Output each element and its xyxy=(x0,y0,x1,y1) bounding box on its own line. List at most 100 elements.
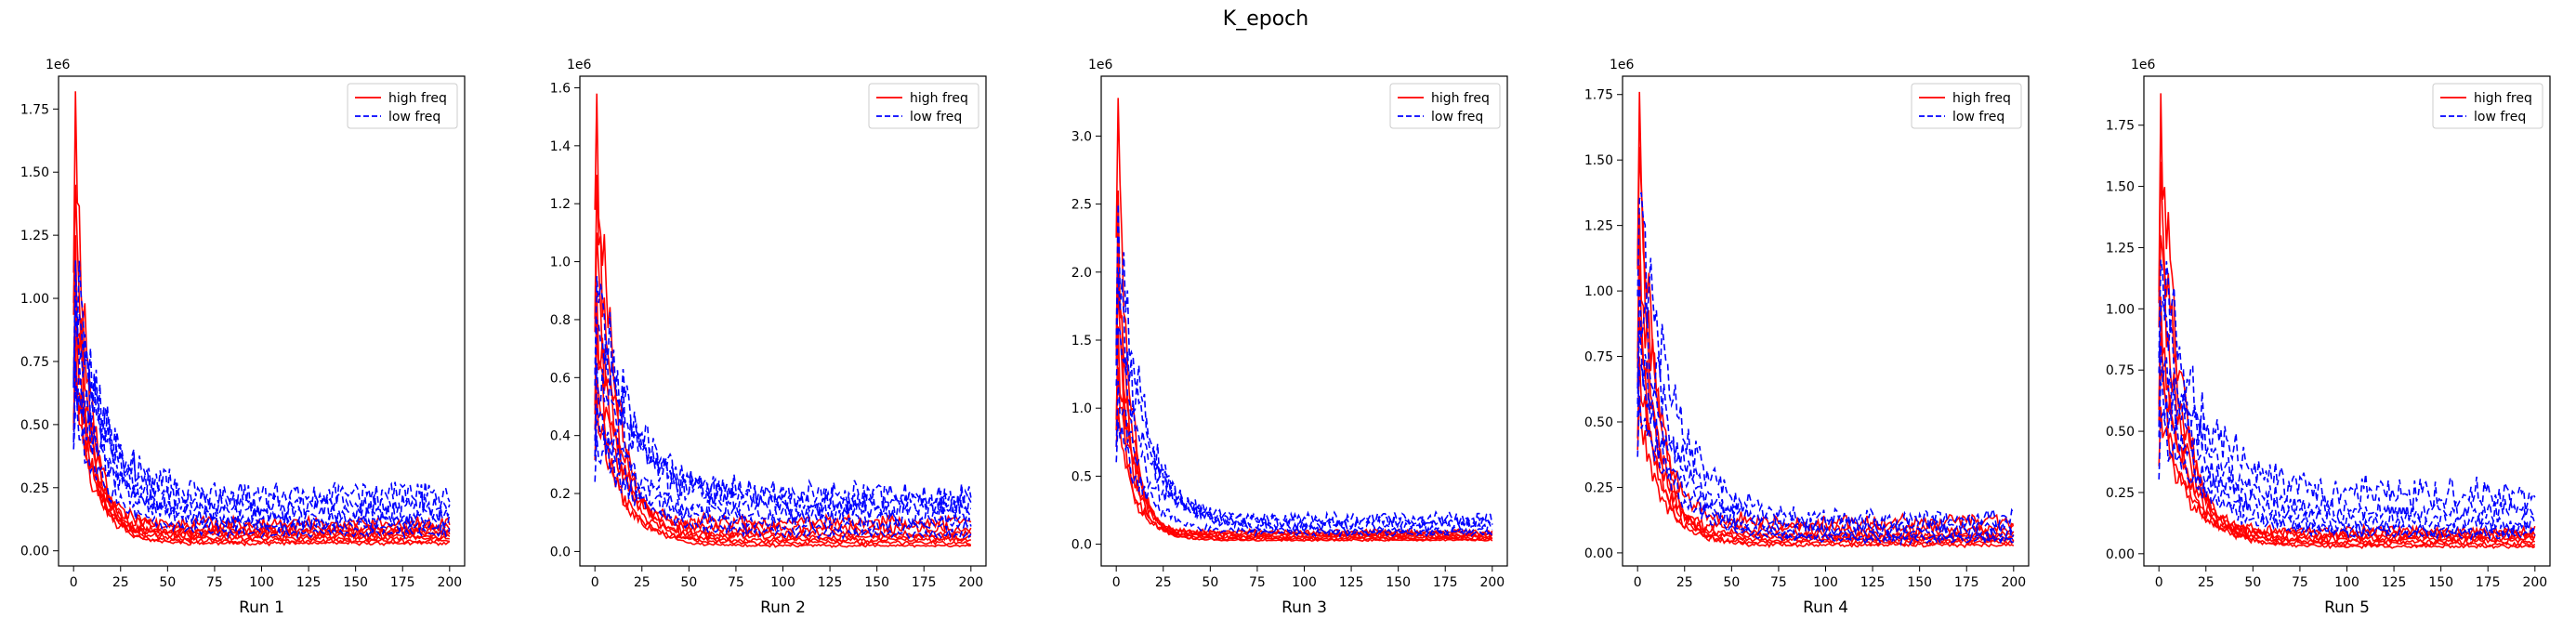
legend-box xyxy=(1389,83,1501,129)
legend-label: low freq xyxy=(388,110,440,125)
legend-label: low freq xyxy=(910,110,962,125)
y-tick-label: 0.75 xyxy=(2106,363,2135,378)
x-axis-label: Run 1 xyxy=(239,598,284,617)
y-tick-label: 1.00 xyxy=(20,292,49,307)
legend-box xyxy=(2432,83,2543,129)
x-tick-label: 125 xyxy=(1339,575,1364,590)
low-freq-series-line xyxy=(1636,191,2015,530)
high-freq-series-line xyxy=(594,391,972,541)
x-tick-label: 175 xyxy=(912,575,937,590)
legend-label: low freq xyxy=(2474,110,2526,125)
x-tick-label: 200 xyxy=(2522,575,2547,590)
y-tick-label: 1.25 xyxy=(1584,219,1613,234)
x-tick-label: 125 xyxy=(296,575,322,590)
x-axis-label: Run 3 xyxy=(1281,598,1327,617)
y-tick-label: 2.0 xyxy=(1071,266,1092,281)
x-tick-label: 75 xyxy=(206,575,223,590)
x-tick-label: 200 xyxy=(2001,575,2026,590)
low-freq-series-line xyxy=(1115,421,1493,539)
y-tick-label: 0.75 xyxy=(1584,350,1613,365)
figure-title: K_epoch xyxy=(1223,7,1308,31)
low-freq-series-line xyxy=(1636,330,2015,541)
high-freq-series-line xyxy=(72,310,450,546)
high-freq-series-line xyxy=(2158,406,2536,541)
y-tick-label: 1.00 xyxy=(1584,284,1613,299)
legend-box xyxy=(347,83,458,129)
low-freq-series-line xyxy=(1636,395,2014,547)
legend-label: high freq xyxy=(1952,91,2011,106)
y-offset-label: 1e6 xyxy=(46,58,71,72)
x-tick-label: 100 xyxy=(249,575,274,590)
high-freq-series-line xyxy=(2158,93,2536,550)
low-freq-series-line xyxy=(2158,301,2536,524)
y-tick-label: 1.6 xyxy=(550,81,571,96)
low-freq-series-line xyxy=(72,361,451,532)
subplot-2: 0 25 50 75 100 125 150 175 200 0.0 0.2 0.4 0.6 0.8 1.0… xyxy=(550,58,987,617)
y-tick-label: 0.0 xyxy=(1071,538,1092,553)
x-tick-label: 50 xyxy=(1723,575,1740,590)
x-tick-label: 150 xyxy=(343,575,368,590)
x-tick-label: 125 xyxy=(818,575,843,590)
x-tick-label: 175 xyxy=(390,575,415,590)
low-freq-series-line xyxy=(594,362,972,513)
low-freq-series-line xyxy=(1115,204,1493,536)
series-group xyxy=(72,91,451,547)
series-group xyxy=(1636,91,2015,549)
y-tick-label: 0.25 xyxy=(20,481,49,496)
high-freq-series-line xyxy=(2158,370,2536,546)
legend-label: high freq xyxy=(388,91,447,106)
low-freq-series-line xyxy=(72,298,451,519)
high-freq-series-line xyxy=(1115,367,1492,540)
low-freq-series-line xyxy=(72,387,451,525)
y-offset-label: 1e6 xyxy=(1088,58,1113,72)
y-tick-label: 1.75 xyxy=(1584,88,1613,103)
y-offset-label: 1e6 xyxy=(567,58,592,72)
x-axis-label: Run 5 xyxy=(2324,598,2370,617)
y-tick-label: 0.25 xyxy=(2106,486,2135,501)
low-freq-series-line xyxy=(594,435,972,541)
legend-box xyxy=(1911,83,2022,129)
low-freq-series-line xyxy=(1115,271,1493,533)
legend: high freq low freq xyxy=(1389,83,1501,129)
y-tick-label: 0.00 xyxy=(20,545,49,559)
legend-label: high freq xyxy=(1431,91,1490,106)
x-tick-label: 175 xyxy=(1433,575,1458,590)
y-tick-label: 1.75 xyxy=(2106,119,2135,134)
x-tick-label: 25 xyxy=(634,575,651,590)
subplot-1: 0 25 50 75 100 125 150 175 200 0.00 0.25 0.50 0.75 1.… xyxy=(20,58,466,617)
low-freq-series-line xyxy=(1636,277,2015,537)
x-tick-label: 175 xyxy=(1954,575,1979,590)
y-tick-label: 1.0 xyxy=(1071,401,1092,416)
x-tick-label: 100 xyxy=(770,575,795,590)
legend-label: high freq xyxy=(2474,91,2532,106)
y-tick-label: 0.00 xyxy=(1584,546,1613,561)
high-freq-series-line xyxy=(1115,285,1493,542)
x-axis-label: Run 4 xyxy=(1803,598,1848,617)
low-freq-series-line xyxy=(594,419,972,535)
y-tick-label: 0.00 xyxy=(2106,547,2135,562)
subplot-grid: 0 25 50 75 100 125 150 175 2000.000.250.500.751.… xyxy=(20,58,2551,617)
high-freq-series-line xyxy=(594,377,972,545)
legend: high freq low freq xyxy=(868,83,979,129)
x-tick-label: 75 xyxy=(1249,575,1266,590)
x-tick-label: 50 xyxy=(159,575,176,590)
low-freq-series-line xyxy=(72,410,451,540)
x-tick-label: 150 xyxy=(864,575,889,590)
x-tick-label: 75 xyxy=(1770,575,1787,590)
y-tick-label: 1.2 xyxy=(550,197,571,212)
x-tick-label: 175 xyxy=(2476,575,2501,590)
x-tick-label: 0 xyxy=(591,575,599,590)
y-tick-label: 0.75 xyxy=(20,355,49,370)
high-freq-series-line xyxy=(1115,408,1493,538)
y-tick-label: 0.50 xyxy=(20,418,49,433)
x-tick-label: 0 xyxy=(1112,575,1121,590)
low-freq-series-line xyxy=(594,319,971,521)
x-tick-label: 150 xyxy=(1386,575,1411,590)
y-offset-label: 1e6 xyxy=(2131,58,2156,72)
x-tick-label: 75 xyxy=(728,575,744,590)
series-group xyxy=(594,93,972,548)
y-tick-label: 1.0 xyxy=(550,256,571,270)
subplot-3: 0 25 50 75 100 125 150 175 200 0.0 0.5 1.0 1.5 2.0 2.5… xyxy=(1071,58,1508,617)
subplot-4: 0 25 50 75 100 125 150 175 200 0.00 0.25 0.50 0.75 1.… xyxy=(1584,58,2030,617)
